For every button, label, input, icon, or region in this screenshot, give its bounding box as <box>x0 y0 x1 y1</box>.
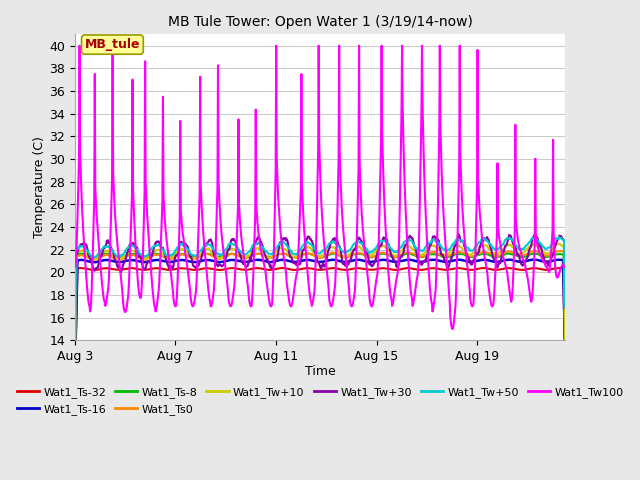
X-axis label: Time: Time <box>305 364 335 378</box>
Title: MB Tule Tower: Open Water 1 (3/19/14-now): MB Tule Tower: Open Water 1 (3/19/14-now… <box>168 15 472 29</box>
Legend: Wat1_Ts-32, Wat1_Ts-16, Wat1_Ts-8, Wat1_Ts0, Wat1_Tw+10, Wat1_Tw+30, Wat1_Tw+50,: Wat1_Ts-32, Wat1_Ts-16, Wat1_Ts-8, Wat1_… <box>12 383 628 419</box>
Text: MB_tule: MB_tule <box>84 38 140 51</box>
Y-axis label: Temperature (C): Temperature (C) <box>33 136 47 239</box>
